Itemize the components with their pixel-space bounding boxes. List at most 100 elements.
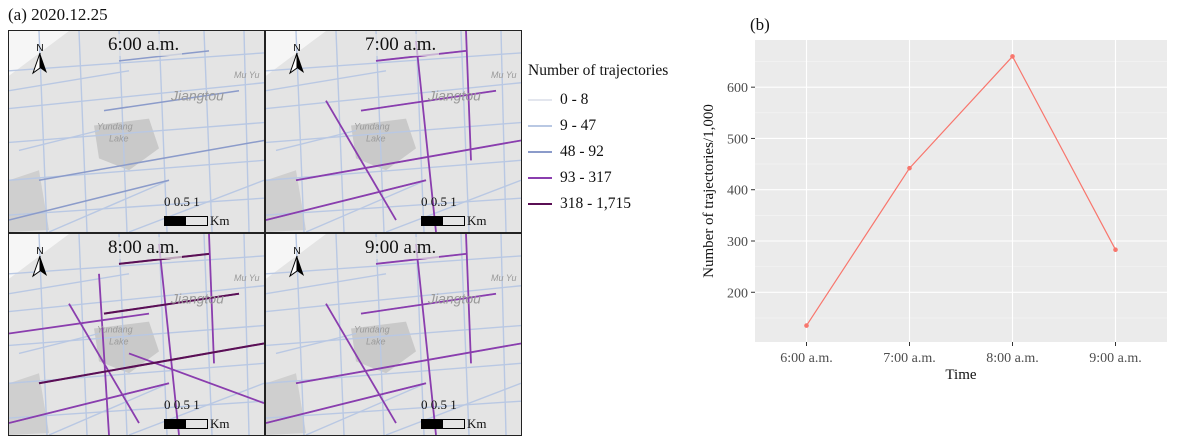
map-place-town: Mu Yu <box>234 70 260 80</box>
legend-item: 318 - 1,715 <box>528 191 668 217</box>
road-segment <box>9 255 264 275</box>
road-segment <box>78 234 88 435</box>
scale-ticks: 0 0.5 1 <box>421 397 457 412</box>
road-segment <box>275 332 357 355</box>
map-place-lake: Yundang <box>97 122 133 132</box>
map-place-city: Jiangtou <box>170 88 224 104</box>
road-segment <box>9 121 264 144</box>
y-tick-label: 600 <box>727 81 748 96</box>
data-point <box>1113 247 1118 253</box>
y-axis-title: Number of trajectories/1,000 <box>701 104 717 278</box>
road-segment <box>385 382 521 435</box>
legend-item: 48 - 92 <box>528 139 668 165</box>
road-segment <box>305 179 427 232</box>
road-segment <box>103 292 240 315</box>
road-segment <box>128 382 264 435</box>
road-segment <box>460 234 470 435</box>
scale-bar: 0 0.5 1 Km <box>421 397 501 431</box>
road-segment <box>266 273 387 295</box>
map-place-lake: Lake <box>366 133 386 143</box>
land-shape <box>266 373 306 435</box>
legend-label: 0 - 8 <box>560 91 589 108</box>
road-segment <box>360 292 497 315</box>
road-segment <box>9 382 170 424</box>
road-segment <box>203 234 213 435</box>
scale-unit: Km <box>467 416 487 431</box>
road-segment <box>9 273 130 295</box>
road-segment <box>415 243 437 435</box>
svg-text:N: N <box>36 43 43 54</box>
north-arrow-icon: N <box>32 43 47 75</box>
map-place-lake: Yundang <box>97 325 133 335</box>
road-segment <box>9 400 264 419</box>
map-place-city: Jiangtou <box>170 291 224 307</box>
svg-text:N: N <box>293 246 300 257</box>
map-place-town: Mu Yu <box>234 273 260 283</box>
north-arrow-icon: N <box>289 43 304 75</box>
x-tick-label: 8:00 a.m. <box>986 351 1039 366</box>
road-segment <box>38 139 264 181</box>
road-segment <box>295 342 521 385</box>
scale-bar: 0 0.5 1 Km <box>164 397 244 431</box>
road-segment <box>266 400 521 419</box>
legend-title: Number of trajectories <box>528 62 669 79</box>
map-place-lake: Yundang <box>354 122 390 132</box>
map-tile-0900: Jiangtou Yundang Lake Mu Yu N 9:00 a.m. 0 0… <box>266 234 521 435</box>
map-place-town: Mu Yu <box>491 70 517 80</box>
map-time-label: 7:00 a.m. <box>362 34 440 56</box>
road-segment <box>9 324 264 347</box>
road-segment <box>48 179 170 232</box>
road-segment <box>275 129 357 152</box>
road-segment <box>305 382 427 435</box>
road-segment <box>266 382 427 424</box>
road-segment <box>103 89 240 112</box>
y-tick-label: 200 <box>727 286 748 301</box>
road-segment <box>9 179 170 221</box>
map-place-town: Mu Yu <box>491 273 517 283</box>
plot-panel <box>755 40 1167 342</box>
map-tile-0700: Jiangtou Yundang Lake Mu Yu N 7:00 a.m. 0 0… <box>266 31 521 232</box>
series-line <box>805 55 1117 326</box>
scale-unit: Km <box>467 213 487 228</box>
road-segment <box>9 285 264 313</box>
road-segment <box>266 362 521 384</box>
road-segment <box>9 52 264 72</box>
road-segment <box>465 31 472 161</box>
legend-label: 48 - 92 <box>560 143 604 160</box>
sea-area <box>266 234 326 279</box>
road-segment <box>500 31 507 232</box>
road-segment <box>78 31 88 232</box>
legend-item: 0 - 8 <box>528 87 668 113</box>
road-segment <box>415 31 425 232</box>
map-time-label: 9:00 a.m. <box>362 237 440 259</box>
legend-swatch <box>528 151 552 153</box>
scale-ticks: 0 0.5 1 <box>421 194 457 209</box>
road-segment <box>335 234 345 435</box>
map-tile-0600: Jiangtou Yundang Lake Mu Yu N 6:00 a.m. 0 0… <box>9 31 264 232</box>
map-time-label: 8:00 a.m. <box>105 237 183 259</box>
road-segment <box>266 255 521 275</box>
north-arrow-icon: N <box>289 246 304 278</box>
road-segment <box>243 31 250 232</box>
road-segment <box>465 234 472 364</box>
sea-area <box>9 234 69 279</box>
legend-swatch <box>528 177 552 179</box>
road-segment <box>266 179 427 221</box>
road-segment <box>128 352 264 404</box>
legend-swatch <box>528 203 552 205</box>
road-segment <box>9 159 264 181</box>
map-tile-0800: Jiangtou Yundang Lake Mu Yu N 8:00 a.m. 0 0… <box>9 234 264 435</box>
road-segment <box>38 342 264 385</box>
x-axis-title: Time <box>945 367 976 383</box>
panel-b-label: (b) <box>750 15 770 34</box>
road-segment <box>335 31 345 232</box>
map-place-lake: Lake <box>109 133 129 143</box>
road-segment <box>18 332 100 355</box>
road-segment <box>158 31 168 232</box>
road-segment <box>243 234 250 435</box>
land-shape <box>9 373 49 435</box>
map-place-city: Jiangtou <box>427 88 481 104</box>
north-arrow-icon: N <box>32 246 47 278</box>
map-place-lake: Lake <box>109 336 129 346</box>
